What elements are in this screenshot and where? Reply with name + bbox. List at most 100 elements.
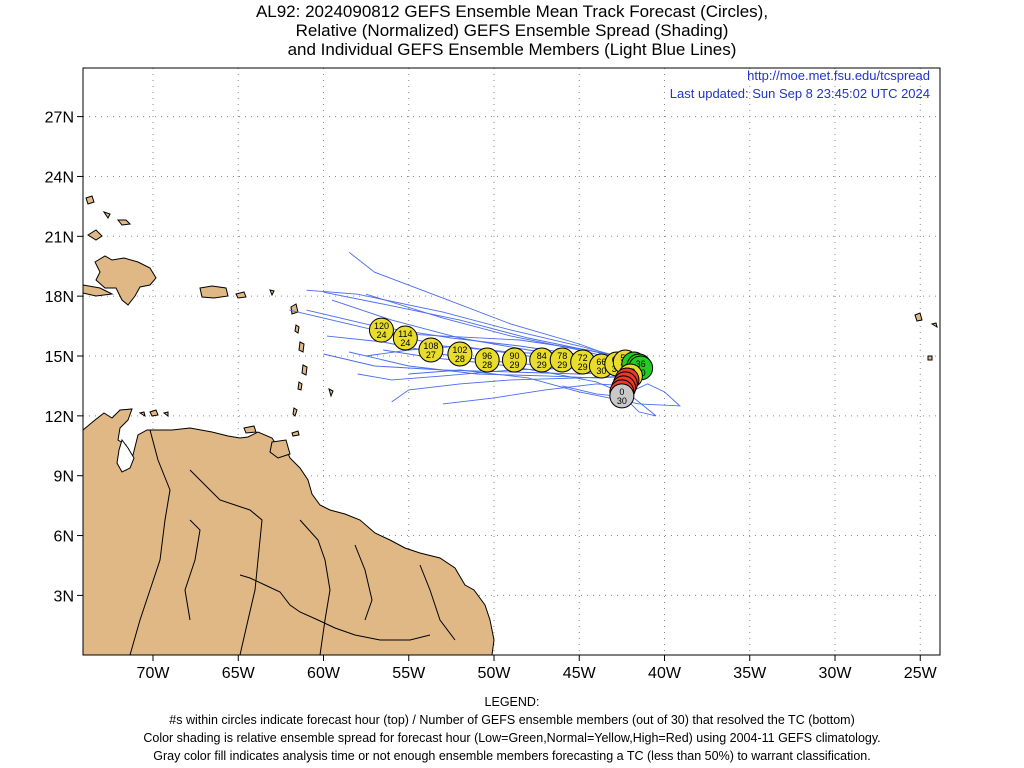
forecast-hour: 36: [636, 359, 646, 369]
island-hispaniola: [94, 255, 157, 306]
island-bahamas-3: [102, 211, 111, 219]
legend-line-2: Color shading is relative ensemble sprea…: [143, 731, 881, 745]
lon-label: 50W: [478, 665, 512, 682]
island-bahamas-4: [116, 219, 132, 226]
latitude-axis: 27N 24N 21N 18N 15N 12N 9N 6N 3N: [45, 110, 83, 605]
island-curacao: [149, 409, 159, 417]
member-count: 28: [455, 354, 465, 364]
island-bahamas-2: [85, 195, 95, 205]
member-count: 27: [426, 350, 436, 360]
member-count: 29: [557, 360, 567, 370]
lat-label: 24N: [45, 169, 74, 186]
last-updated: Last updated: Sun Sep 8 23:45:02 UTC 202…: [670, 86, 930, 101]
track-circle: [392, 325, 418, 351]
track-circle: [474, 347, 500, 373]
lat-label: 9N: [54, 469, 74, 486]
lon-label: 65W: [222, 665, 256, 682]
graticule: [83, 68, 940, 655]
source-url: http://moe.met.fsu.edu/tcspread: [747, 68, 930, 83]
title-line-2: Relative (Normalized) GEFS Ensemble Spre…: [295, 21, 729, 40]
island-margarita: [243, 425, 257, 434]
island-st-vincent: [297, 381, 303, 391]
lat-label: 12N: [45, 409, 74, 426]
lat-label: 18N: [45, 289, 74, 306]
legend-heading: LEGEND:: [484, 695, 540, 709]
track-circle: [501, 347, 527, 373]
island-bahamas-1: [87, 229, 103, 241]
forecast-hour: 66: [596, 357, 606, 367]
legend-line-1: #s within circles indicate forecast hour…: [169, 713, 855, 727]
island-antigua: [269, 289, 275, 297]
map-frame: [82, 67, 941, 656]
lon-label: 70W: [137, 665, 171, 682]
forecast-hour: 78: [557, 351, 567, 361]
lon-label: 30W: [819, 665, 853, 682]
member-count: 28: [482, 360, 492, 370]
member-count: 30: [617, 396, 627, 406]
track-point: 030: [609, 383, 635, 409]
track-circle: [368, 317, 394, 343]
lon-label: 55W: [392, 665, 426, 682]
track-circle: [418, 337, 444, 363]
island-martinique: [298, 341, 305, 353]
lat-label: 15N: [45, 349, 74, 366]
chart-title: AL92: 2024090812 GEFS Ensemble Mean Trac…: [0, 2, 1024, 59]
country-borders: [129, 429, 456, 655]
island-st-lucia: [301, 364, 308, 376]
island-dominica: [294, 324, 300, 334]
land-islands: [83, 195, 938, 459]
island-tobago: [291, 430, 300, 437]
forecast-hour: 84: [537, 351, 547, 361]
member-count: 29: [509, 360, 519, 370]
lon-label: 40W: [648, 665, 682, 682]
forecast-hour: 90: [509, 351, 519, 361]
lat-label: 21N: [45, 229, 74, 246]
title-line-1: AL92: 2024090812 GEFS Ensemble Mean Trac…: [255, 2, 769, 21]
island-cape-verde-1: [914, 312, 923, 322]
member-count: 24: [376, 330, 386, 340]
member-count: 30: [596, 366, 606, 376]
island-bonaire: [162, 411, 169, 417]
forecast-hour: 0: [619, 387, 624, 397]
lat-label: 3N: [54, 588, 74, 605]
track-circle: [609, 383, 635, 409]
legend: LEGEND: #s within circles indicate forec…: [0, 693, 1024, 765]
forecast-hour: 114: [398, 329, 412, 339]
island-virgin: [235, 291, 247, 299]
lat-label: 6N: [54, 529, 74, 546]
forecast-hour: 96: [482, 351, 492, 361]
island-barbados: [328, 388, 334, 398]
lon-label: 25W: [904, 665, 938, 682]
forecast-hour: 102: [452, 345, 467, 355]
island-grenada: [292, 407, 298, 417]
island-cape-verde-3: [927, 355, 933, 361]
lon-label: 35W: [733, 665, 767, 682]
member-count: 24: [400, 338, 410, 348]
track-circle: [447, 341, 473, 367]
legend-line-3: Gray color fill indicates analysis time …: [153, 749, 871, 763]
forecast-hour: 108: [423, 341, 438, 351]
member-count: 29: [578, 362, 588, 372]
forecast-hour: 120: [374, 321, 389, 331]
island-cape-verde-2: [930, 322, 938, 329]
island-puerto-rico: [199, 285, 229, 299]
island-aruba: [138, 411, 146, 418]
lat-label: 27N: [45, 110, 74, 127]
maracaibo-lake: [116, 438, 135, 473]
title-line-3: and Individual GEFS Ensemble Members (Li…: [287, 40, 737, 59]
island-trinidad: [269, 439, 291, 459]
island-jamaica-edge: [83, 284, 114, 297]
lon-label: 60W: [307, 665, 341, 682]
land-south-america: [83, 408, 495, 655]
lon-label: 45W: [563, 665, 597, 682]
member-count: 29: [537, 360, 547, 370]
